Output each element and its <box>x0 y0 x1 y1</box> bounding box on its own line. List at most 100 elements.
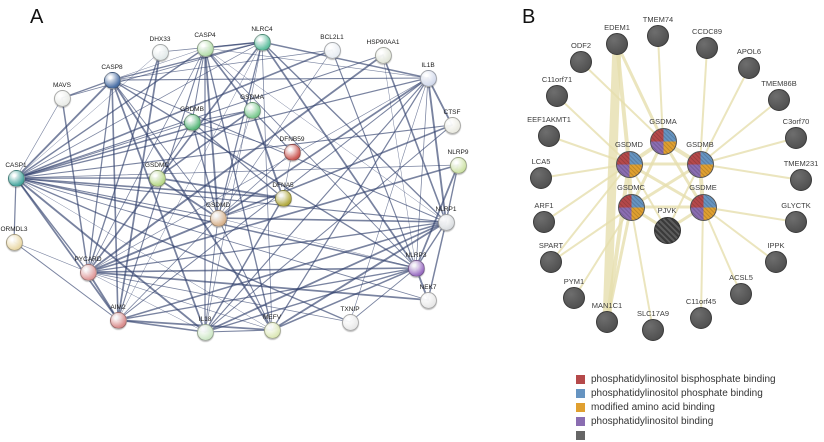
edge <box>15 177 351 323</box>
network-a-node-nlrp9 <box>449 156 467 174</box>
node-label: GSDMC <box>144 161 170 169</box>
edge <box>117 217 219 321</box>
network-b-node-tmem74 <box>647 25 669 47</box>
edge <box>251 109 284 199</box>
network-b-node-acsl5 <box>730 283 752 305</box>
node-label: NLRC4 <box>251 25 273 33</box>
node-label: NLRP9 <box>447 148 469 156</box>
edge <box>87 271 119 321</box>
network-nodes-layer: DHX33 CASP4 NLRC4 BCL2L1 HSP90AA1 CASP8 IL1B MA… <box>0 16 819 341</box>
node-label: NLRP3 <box>405 251 427 259</box>
network-a-node-casp8 <box>103 71 121 89</box>
edge <box>573 206 632 299</box>
network-a-node-mavs <box>53 89 71 107</box>
edge <box>15 51 161 179</box>
network-b-node-tmem231 <box>790 169 812 191</box>
edge <box>204 77 429 333</box>
node-label: NEK7 <box>419 283 437 291</box>
edge <box>217 77 429 219</box>
node-label: LCA5 <box>531 157 551 166</box>
network-a-node-hsp90aa1 <box>374 46 392 64</box>
edge <box>13 241 89 273</box>
edge <box>605 205 633 324</box>
edge <box>15 164 459 179</box>
network-b-node-pym1 <box>563 287 585 309</box>
network-b-node-glyctk <box>785 211 807 233</box>
network-b-node-spart <box>540 251 562 273</box>
node-label: ORMDL3 <box>0 225 28 233</box>
edge <box>15 177 429 301</box>
network-a-node-gsdmc <box>148 169 166 187</box>
node-label: TMEM231 <box>783 159 819 168</box>
edge <box>261 41 447 223</box>
edge <box>15 109 253 179</box>
edge <box>191 121 284 199</box>
legend-item: phosphatidylinositol bisphosphate bindin… <box>576 372 776 386</box>
network-b-node-gsdma <box>649 127 677 155</box>
edge <box>204 124 453 333</box>
node-label: MAVS <box>53 81 71 89</box>
edge <box>15 177 219 219</box>
network-a-node-nlrc4 <box>253 33 271 51</box>
edge <box>15 121 193 179</box>
edge <box>217 217 273 331</box>
node-label: CTSF <box>443 108 461 116</box>
edge <box>87 217 219 273</box>
edge <box>15 47 206 179</box>
edge <box>117 319 206 333</box>
edge <box>15 77 429 179</box>
node-label: GLYCTK <box>781 201 811 210</box>
edge <box>15 177 447 223</box>
node-label: CASP1 <box>5 161 27 169</box>
edge <box>261 41 429 79</box>
node-label: IPPK <box>767 241 785 250</box>
edge <box>15 97 63 179</box>
node-label: ODF2 <box>570 41 591 50</box>
node-label: SPART <box>538 241 564 250</box>
edge <box>556 95 630 165</box>
network-a-node-ormdl3 <box>5 233 23 251</box>
edge <box>217 109 253 219</box>
edge <box>580 61 664 142</box>
node-label: GSDMA <box>240 93 264 101</box>
edge <box>271 267 417 331</box>
edge <box>415 164 459 269</box>
panel-b-label: B <box>522 6 536 28</box>
network-b-node-arf1 <box>533 211 555 233</box>
edge <box>702 206 742 295</box>
network-b-node-gsdmc <box>617 193 645 221</box>
network-b-node-c3orf70 <box>785 127 807 149</box>
legend-item: phosphatidylinositol binding <box>576 414 776 428</box>
edge <box>217 217 417 269</box>
network-a-node-aim2 <box>109 311 127 329</box>
edge <box>15 124 453 179</box>
network-b-node-ippk <box>765 251 787 273</box>
edge <box>700 206 704 319</box>
node-label: PYM1 <box>563 277 585 286</box>
edge <box>111 79 447 223</box>
edge <box>15 177 119 321</box>
edge <box>15 54 384 179</box>
edge <box>217 151 293 219</box>
edge <box>657 35 664 142</box>
node-label: GSDMA <box>649 117 677 126</box>
edge <box>217 124 453 219</box>
node-label: SLC17A9 <box>636 309 670 318</box>
legend-label: phosphatidylinositol binding <box>591 415 714 427</box>
edge <box>349 267 417 323</box>
network-b-node-lca5 <box>530 167 552 189</box>
edge <box>699 47 708 165</box>
network-a-node-gsdma <box>243 101 261 119</box>
network-a-node-dfna5 <box>274 189 292 207</box>
legend-swatch <box>576 374 585 384</box>
edge <box>699 163 802 181</box>
network-b-node-edem1 <box>606 33 628 55</box>
node-label: C11orf71 <box>541 75 573 84</box>
edge <box>111 41 263 81</box>
node-label: EEF1AKMT1 <box>527 115 571 124</box>
edge <box>415 77 429 269</box>
node-label: MEFV <box>262 313 282 321</box>
network-a-node-mefv <box>263 321 281 339</box>
edge <box>111 79 417 269</box>
edge <box>204 47 253 111</box>
